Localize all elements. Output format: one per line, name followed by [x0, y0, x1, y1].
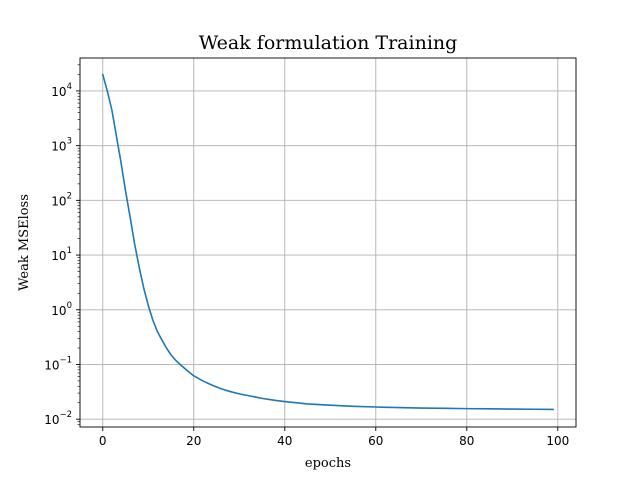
- y-tick-label: 102: [51, 191, 72, 208]
- y-tick-label-base: 10: [44, 358, 59, 372]
- y-tick-label-exponent: 1: [67, 246, 72, 256]
- y-tick-label-base: 10: [51, 85, 66, 99]
- y-tick-label-base: 10: [51, 140, 66, 154]
- x-tick-label: 20: [186, 434, 201, 448]
- plot-frame: [79, 57, 577, 428]
- y-axis-label: Weak MSEloss: [17, 194, 32, 291]
- series: [101, 73, 555, 411]
- y-tick-label-base: 10: [44, 413, 59, 427]
- y-tick-label: 101: [51, 246, 72, 263]
- x-axis-label: epochs: [305, 456, 351, 471]
- x-tick-label: 80: [459, 434, 474, 448]
- y-tick-label-exponent: 2: [67, 191, 72, 201]
- grid: [80, 58, 576, 427]
- y-tick-label-base: 10: [51, 304, 66, 318]
- y-tick-label-exponent: 4: [67, 82, 72, 92]
- y-tick-label: 10−2: [44, 410, 72, 427]
- y-tick-label-exponent: −2: [59, 410, 72, 420]
- y-tick-label-exponent: 0: [67, 301, 72, 311]
- loss-curve: [101, 73, 555, 411]
- y-tick-label: 104: [51, 82, 72, 99]
- y-tick-label-base: 10: [51, 194, 66, 208]
- x-tick-label: 40: [277, 434, 292, 448]
- y-tick-label-exponent: −1: [59, 355, 72, 365]
- y-tick-label: 103: [51, 137, 72, 154]
- chart-title: Weak formulation Training: [199, 32, 458, 54]
- x-tick-label: 0: [99, 434, 107, 448]
- y-tick-label: 100: [51, 301, 72, 318]
- y-tick-label-base: 10: [51, 249, 66, 263]
- x-tick-label: 100: [546, 434, 569, 448]
- y-tick-label-exponent: 3: [67, 137, 72, 147]
- y-tick-label: 10−1: [44, 355, 72, 372]
- x-tick-label: 60: [368, 434, 383, 448]
